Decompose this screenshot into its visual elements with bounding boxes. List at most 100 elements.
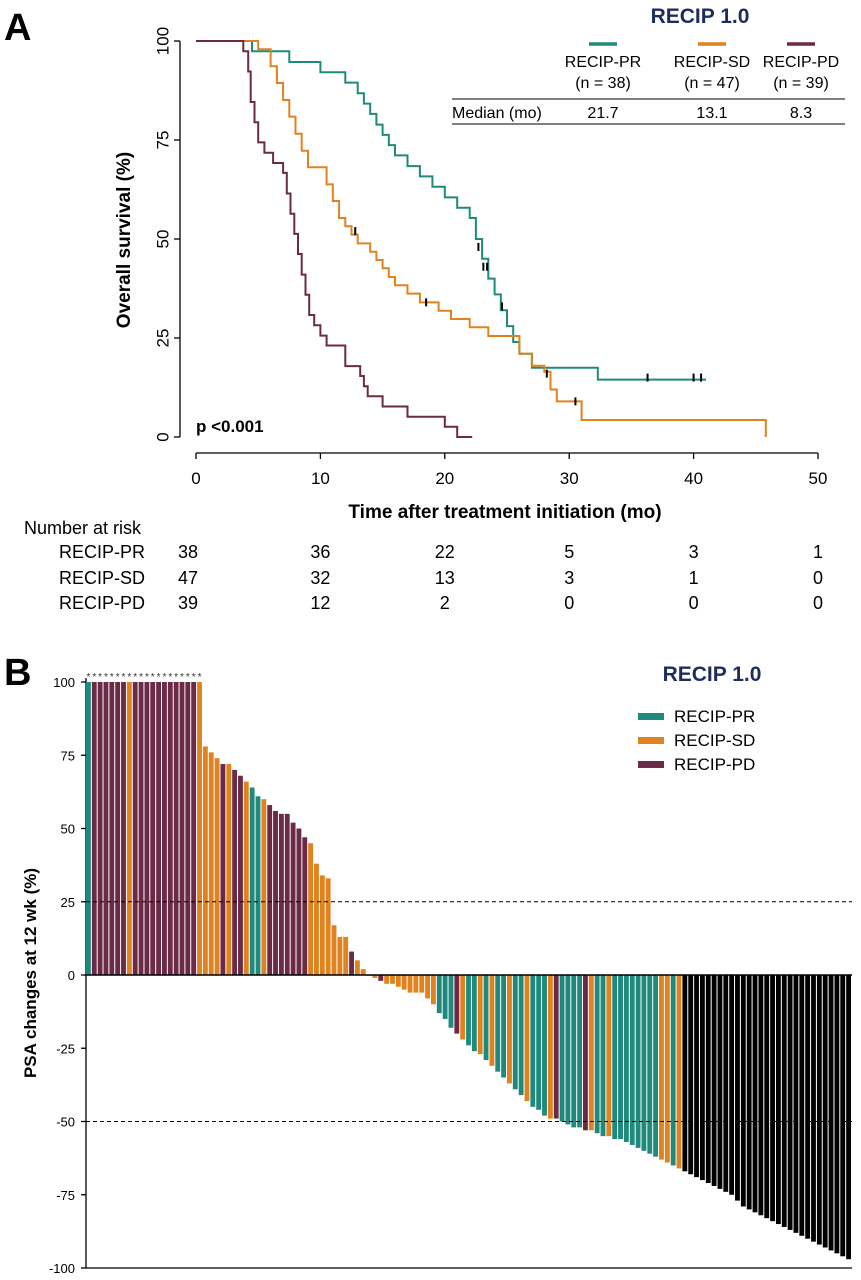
legend-label-b-pd: RECIP-PD bbox=[674, 755, 755, 774]
bar-sd bbox=[407, 975, 413, 993]
bar-pd bbox=[156, 682, 162, 975]
capped-star: * bbox=[162, 672, 166, 683]
panel-a-survival-chart: A Overall survival (%) Time after treatm… bbox=[4, 5, 845, 613]
y-tick-label-a: 100 bbox=[153, 27, 172, 55]
y-axis-label-survival: Overall survival (%) bbox=[114, 152, 135, 328]
bar-pd bbox=[378, 975, 384, 981]
bar-pr bbox=[571, 975, 577, 1128]
bar-sd bbox=[425, 975, 430, 999]
bar-pr bbox=[635, 975, 641, 1148]
capped-star: * bbox=[198, 672, 202, 683]
bar- bbox=[793, 975, 799, 1233]
bar-pd bbox=[290, 822, 296, 975]
legend-label-b-pr: RECIP-PR bbox=[674, 707, 755, 726]
risk-count: 3 bbox=[564, 568, 574, 588]
legend-n-pd: (n = 39) bbox=[773, 75, 829, 92]
risk-row-label: RECIP-SD bbox=[59, 568, 145, 588]
capped-star: * bbox=[86, 672, 90, 683]
bar-pr bbox=[670, 975, 676, 1166]
bar-pd bbox=[179, 682, 185, 975]
bar-pd bbox=[91, 682, 97, 975]
bar-sd bbox=[202, 746, 208, 975]
bar-pr bbox=[594, 975, 600, 1134]
bar- bbox=[699, 975, 705, 1181]
bar-pd bbox=[167, 682, 173, 975]
bar-sd bbox=[524, 975, 530, 1101]
bar-pr bbox=[255, 796, 261, 975]
bar-pd bbox=[138, 682, 144, 975]
y-tick-label-a: 75 bbox=[153, 131, 172, 150]
p-value-label: p <0.001 bbox=[196, 417, 264, 436]
risk-count: 5 bbox=[564, 542, 574, 562]
risk-count: 22 bbox=[435, 542, 455, 562]
risk-row-label: RECIP-PD bbox=[59, 593, 145, 613]
risk-count: 3 bbox=[689, 542, 699, 562]
y-tick-label-a: 25 bbox=[153, 329, 172, 348]
legend-label-pr: RECIP-PR bbox=[565, 54, 641, 71]
bar-pr bbox=[600, 975, 606, 1137]
bar-sd bbox=[325, 878, 331, 975]
bar-pd bbox=[150, 682, 156, 975]
bar-pr bbox=[466, 975, 471, 1046]
bar- bbox=[822, 975, 828, 1248]
bar- bbox=[723, 975, 729, 1192]
axes-a: 0 25 50 75 100 0 10 20 30 40 50 bbox=[153, 27, 827, 488]
bar-sd bbox=[413, 975, 419, 993]
bar-sd bbox=[354, 960, 360, 975]
bar-pr bbox=[623, 975, 629, 1143]
legend-label-b-sd: RECIP-SD bbox=[674, 731, 755, 750]
bar-pd bbox=[97, 682, 103, 975]
bar-pr bbox=[436, 975, 442, 1014]
bar-sd bbox=[547, 975, 553, 1119]
capped-star: * bbox=[122, 672, 126, 683]
legend-swatch-b-pr bbox=[638, 713, 664, 720]
bar-sd bbox=[401, 975, 407, 990]
bar-pr bbox=[559, 975, 565, 1122]
bar- bbox=[764, 975, 770, 1219]
capped-star: * bbox=[168, 672, 172, 683]
bar- bbox=[735, 975, 740, 1201]
bar- bbox=[694, 975, 699, 1178]
risk-count: 39 bbox=[178, 593, 198, 613]
bar-sd bbox=[308, 843, 314, 975]
bar-sd bbox=[360, 969, 366, 975]
capped-star: * bbox=[139, 672, 143, 683]
bar-pd bbox=[284, 813, 290, 975]
bar-pd bbox=[583, 975, 588, 1131]
bar-sd bbox=[507, 975, 512, 1084]
risk-count: 12 bbox=[310, 593, 330, 613]
capped-star: * bbox=[151, 672, 155, 683]
y-tick-label-b: -25 bbox=[56, 1041, 75, 1056]
bar-sd bbox=[337, 936, 343, 975]
bar- bbox=[840, 975, 846, 1257]
bar-pd bbox=[553, 975, 559, 1119]
waterfall-bars bbox=[86, 682, 852, 1260]
bar-pr bbox=[618, 975, 623, 1140]
bar-sd bbox=[261, 799, 267, 975]
x-tick-label-a: 10 bbox=[311, 469, 330, 488]
bar-pd bbox=[349, 951, 354, 975]
bar-pd bbox=[162, 682, 167, 975]
median-row-label: Median (mo) bbox=[452, 105, 542, 122]
risk-count: 0 bbox=[689, 593, 699, 613]
survival-curve-pd bbox=[196, 40, 473, 438]
bar-pr bbox=[530, 975, 536, 1107]
risk-count: 47 bbox=[178, 568, 198, 588]
bar-sd bbox=[664, 975, 670, 1163]
bar-pd bbox=[144, 682, 150, 975]
y-tick-label-b: 25 bbox=[61, 895, 75, 910]
legend-b: RECIP-PR RECIP-SD RECIP-PD bbox=[638, 707, 755, 774]
x-tick-label-a: 50 bbox=[809, 469, 828, 488]
bar-sd bbox=[430, 975, 436, 1005]
bar-sd bbox=[588, 975, 594, 1131]
bar-pr bbox=[512, 975, 518, 1090]
bar- bbox=[846, 975, 851, 1260]
risk-count: 0 bbox=[813, 593, 823, 613]
risk-count: 1 bbox=[813, 542, 823, 562]
panel-b-waterfall-chart: B PSA changes at 12 wk (%) RECIP 1.0 REC… bbox=[4, 652, 852, 1276]
bar-pr bbox=[86, 682, 91, 975]
bar- bbox=[775, 975, 781, 1225]
capped-star: * bbox=[92, 672, 96, 683]
bar- bbox=[805, 975, 811, 1239]
bar- bbox=[758, 975, 764, 1216]
